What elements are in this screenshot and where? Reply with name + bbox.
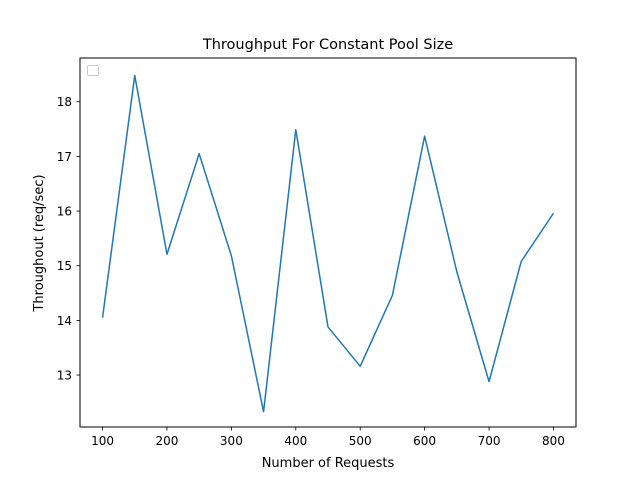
plot-frame xyxy=(79,57,577,428)
x-axis-label: Number of Requests xyxy=(262,456,395,471)
x-tick-label: 700 xyxy=(478,434,501,448)
legend-box xyxy=(87,65,99,76)
y-tick-label: 13 xyxy=(57,369,72,383)
y-axis-label: Throughout (req/sec) xyxy=(32,174,47,312)
x-tick-label: 300 xyxy=(220,434,243,448)
x-tick-label: 200 xyxy=(156,434,179,448)
plot-area xyxy=(101,74,555,413)
x-tick-label: 600 xyxy=(413,434,436,448)
chart-title: Throughput For Constant Pool Size xyxy=(202,37,453,53)
y-tick-label: 14 xyxy=(57,314,72,328)
x-tick-label: 800 xyxy=(542,434,565,448)
legend xyxy=(87,65,99,76)
x-tick-label: 400 xyxy=(284,434,307,448)
y-tick-label: 16 xyxy=(57,205,72,219)
y-axis-ticks: 13 14 15 16 17 18 xyxy=(57,95,80,383)
x-tick-label: 100 xyxy=(91,434,114,448)
y-tick-label: 17 xyxy=(57,150,72,164)
x-tick-label: 500 xyxy=(349,434,372,448)
y-tick-label: 18 xyxy=(57,95,72,109)
y-tick-label: 15 xyxy=(57,259,72,273)
series-line xyxy=(101,74,555,413)
x-axis-ticks: 100 200 300 400 500 600 700 800 xyxy=(91,427,565,448)
